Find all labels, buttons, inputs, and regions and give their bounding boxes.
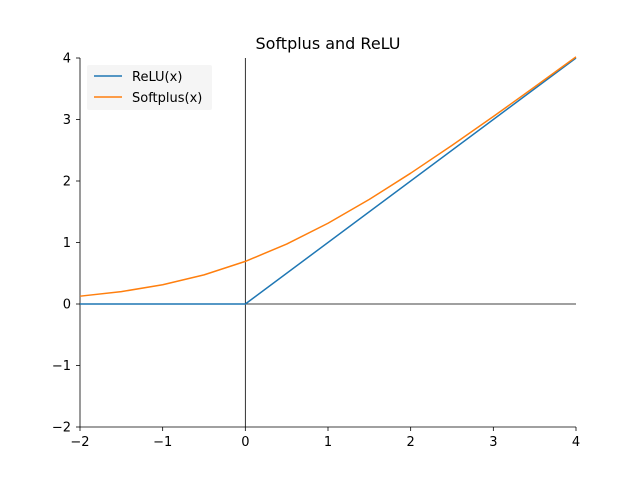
tick-marks-and-labels: −2 −1 0 1 2 3 4 −2 −1 0 1 2 3 4 [52,52,580,451]
chart-title: Softplus and ReLU [256,34,401,53]
x-tick-label: 3 [489,435,497,450]
x-tick-label: −1 [153,435,172,450]
x-tick-label: 2 [407,435,415,450]
y-tick-label: 0 [63,298,71,313]
y-tick-label: 4 [63,52,71,67]
x-tick-label: 0 [241,435,249,450]
series-line-softplus [79,56,577,297]
x-tick-label: −2 [70,435,89,450]
series-line-relu [80,57,577,305]
y-tick-label: −2 [52,421,71,436]
y-tick-label: 1 [63,236,71,251]
y-tick-label: 2 [63,175,71,190]
legend: ReLU(x) Softplus(x) [87,65,212,110]
legend-label: Softplus(x) [132,91,202,106]
legend-label: ReLU(x) [132,70,182,85]
y-tick-label: −1 [52,359,71,374]
series-lines [79,56,577,305]
x-tick-label: 4 [572,435,580,450]
x-tick-label: 1 [324,435,332,450]
y-tick-label: 3 [63,113,71,128]
